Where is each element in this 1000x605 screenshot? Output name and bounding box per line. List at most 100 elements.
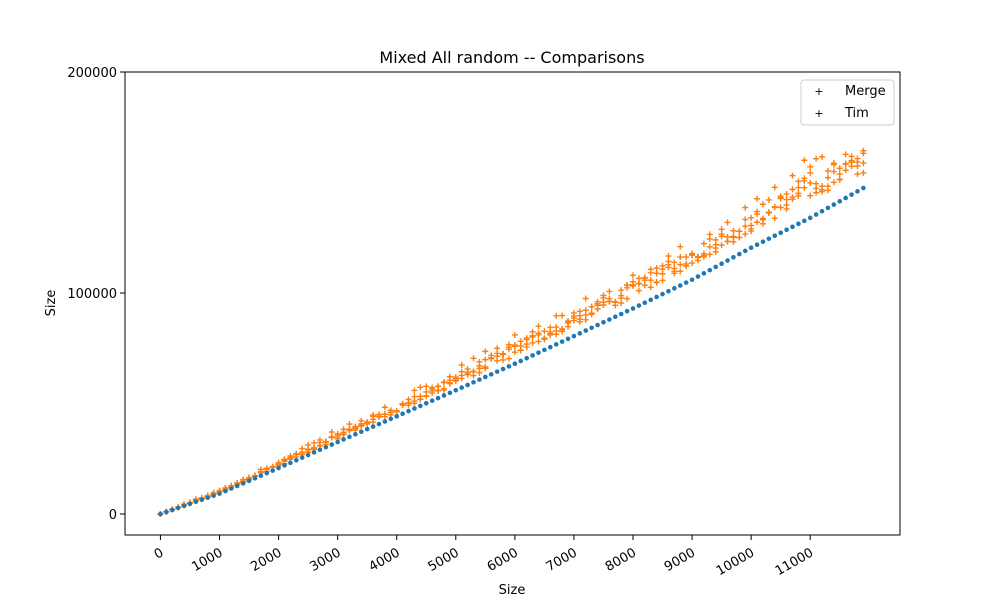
legend-box — [800, 79, 895, 126]
tim-point — [494, 357, 501, 364]
tim-point — [659, 277, 666, 284]
tim-point — [759, 215, 766, 222]
merge-point — [701, 271, 707, 276]
tim-point — [677, 268, 684, 275]
tim-point — [795, 192, 802, 199]
merge-point — [423, 400, 429, 406]
tim-point — [754, 195, 761, 202]
merge-point — [329, 442, 335, 447]
merge-point — [193, 499, 199, 505]
tim-point — [411, 398, 418, 405]
tim-point — [819, 186, 826, 193]
tim-point — [346, 421, 353, 428]
merge-point — [205, 495, 210, 501]
y-axis-label: Size — [44, 290, 59, 317]
tim-point — [358, 423, 365, 430]
tim-point — [813, 180, 820, 187]
merge-point — [760, 239, 766, 245]
merge-point — [683, 280, 689, 285]
tim-point — [606, 288, 613, 295]
tim-point — [470, 355, 477, 362]
tim-point — [618, 300, 625, 307]
merge-point — [624, 308, 630, 314]
tim-point — [836, 171, 843, 178]
tim-point — [494, 345, 501, 352]
merge-point — [412, 406, 417, 411]
tim-point — [742, 204, 749, 211]
tim-point — [482, 348, 489, 355]
tim-point — [576, 318, 583, 325]
tim-point — [624, 282, 631, 289]
merge-point — [512, 361, 518, 367]
tim-point — [659, 266, 666, 273]
merge-point — [601, 319, 606, 325]
tim-point — [340, 426, 347, 433]
tim-point — [801, 184, 808, 191]
tim-point — [440, 379, 447, 386]
merge-point — [595, 322, 600, 328]
tim-point — [712, 245, 719, 252]
tim-point — [813, 189, 820, 196]
merge-point — [725, 258, 730, 263]
tim-point — [842, 151, 849, 158]
legend-label-tim: Tim — [844, 106, 869, 121]
tim-point — [801, 175, 808, 182]
merge-point — [542, 347, 547, 353]
tim-point — [535, 330, 542, 337]
tim-point — [529, 333, 536, 340]
merge-point — [264, 470, 270, 476]
tim-point — [771, 203, 778, 210]
merge-point — [559, 339, 565, 344]
tim-point — [559, 325, 566, 332]
tim-point — [677, 254, 684, 261]
y-tick-label: 0 — [109, 508, 117, 523]
tim-point — [511, 331, 518, 338]
tim-point — [748, 222, 755, 229]
merge-point — [376, 421, 382, 427]
series-merge — [158, 185, 866, 517]
tim-point — [706, 231, 713, 238]
merge-point — [630, 306, 636, 311]
tim-point — [417, 393, 424, 400]
merge-point — [636, 303, 642, 308]
merge-point — [164, 509, 169, 515]
merge-point — [459, 385, 464, 390]
tim-point — [694, 253, 701, 260]
tim-point — [789, 196, 796, 203]
tim-point — [700, 240, 707, 247]
merge-point — [353, 431, 358, 437]
tim-point — [257, 466, 264, 473]
merge-point — [299, 455, 305, 460]
merge-point — [211, 493, 216, 499]
tim-point — [742, 231, 749, 238]
tim-point — [848, 157, 855, 164]
tim-point — [624, 295, 631, 302]
merge-point — [530, 353, 535, 358]
tim-point — [801, 157, 808, 164]
tim-point — [718, 226, 725, 233]
merge-point — [666, 288, 671, 294]
tim-point — [541, 336, 548, 343]
tim-point — [352, 425, 359, 432]
merge-point — [565, 336, 571, 342]
tim-point — [358, 417, 365, 424]
tim-point — [635, 287, 642, 294]
merge-point — [648, 297, 654, 303]
tim-point — [736, 228, 743, 235]
merge-point — [341, 437, 346, 442]
tim-point — [848, 163, 855, 170]
merge-point — [229, 486, 234, 491]
tim-point — [570, 310, 577, 317]
merge-point — [494, 369, 500, 374]
merge-point — [187, 501, 193, 507]
tim-point — [458, 368, 465, 375]
tim-point — [417, 384, 424, 391]
merge-point — [849, 192, 854, 197]
tim-point — [819, 153, 826, 160]
merge-point — [583, 328, 589, 333]
merge-point — [276, 465, 281, 471]
tim-point — [706, 243, 713, 250]
y-tick-label: 100000 — [67, 287, 117, 302]
tim-point — [842, 167, 849, 174]
